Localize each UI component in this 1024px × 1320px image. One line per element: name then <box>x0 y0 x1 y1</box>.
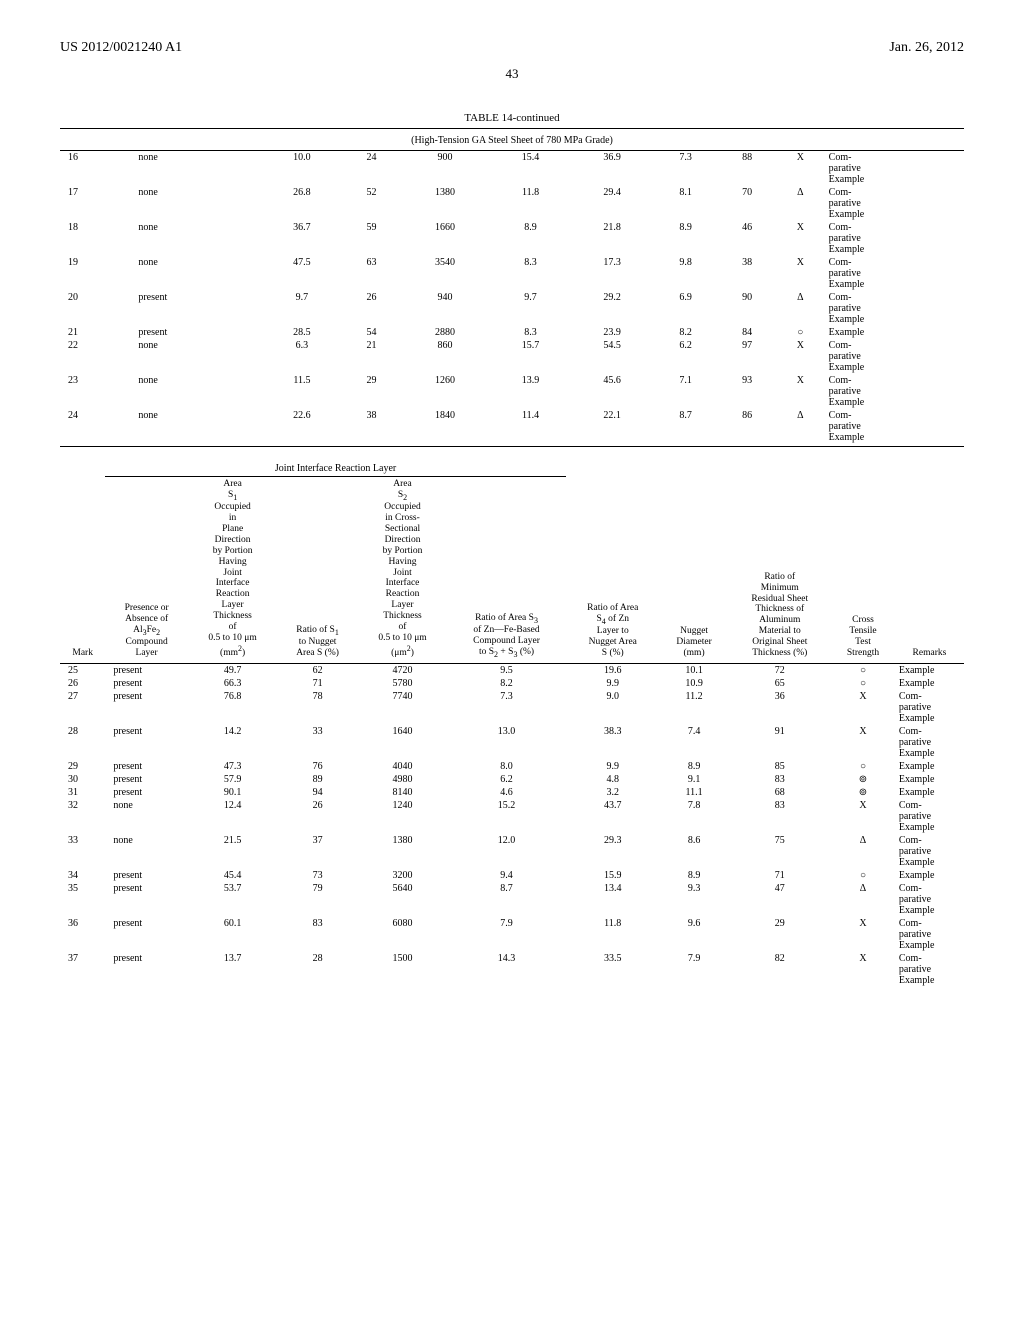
table-row: 25present49.76247209.519.610.172○Example <box>60 664 964 678</box>
table-row: 21present28.55428808.323.98.284○Example <box>60 326 964 339</box>
table14-title: TABLE 14-continued <box>60 112 964 124</box>
table-row: 37present13.728150014.333.57.982XCom-par… <box>60 952 964 987</box>
table-row: 20present9.7269409.729.26.990ΔCom-parati… <box>60 291 964 326</box>
hdr-pres: Presence orAbsence ofAl3Fe2CompoundLayer <box>105 477 188 662</box>
hdr-dia: NuggetDiameter(mm) <box>660 477 729 662</box>
table-row: 28present14.233164013.038.37.491XCom-par… <box>60 725 964 760</box>
hdr-rt: Ratio ofMinimumResidual SheetThickness o… <box>728 477 831 662</box>
table-row: 18none36.75916608.921.88.946XCom-parativ… <box>60 221 964 256</box>
hdr-mark: Mark <box>60 477 105 662</box>
hdr-s2: AreaS2Occupiedin Cross-SectionalDirectio… <box>358 477 447 662</box>
table-row: 24none22.638184011.422.18.786ΔCom-parati… <box>60 409 964 444</box>
group-header: Joint Interface Reaction Layer <box>105 461 565 477</box>
table-row: 16none10.02490015.436.97.388XCom-parativ… <box>60 151 964 187</box>
table-row: 22none6.32186015.754.56.297XCom-parative… <box>60 339 964 374</box>
hdr-s4: Ratio of AreaS4 of ZnLayer toNugget Area… <box>566 477 660 662</box>
table-row: 19none47.56335408.317.39.838XCom-parativ… <box>60 256 964 291</box>
hdr-r1: Ratio of S1to NuggetArea S (%) <box>277 477 357 662</box>
table-row: 27present76.87877407.39.011.236XCom-para… <box>60 690 964 725</box>
table-row: 35present53.77956408.713.49.347ΔCom-para… <box>60 882 964 917</box>
table-row: 33none21.537138012.029.38.675ΔCom-parati… <box>60 834 964 869</box>
table-row: 31present90.19481404.63.211.168⊚Example <box>60 786 964 799</box>
table14-subtitle: (High-Tension GA Steel Sheet of 780 MPa … <box>60 131 964 151</box>
table14-continued: (High-Tension GA Steel Sheet of 780 MPa … <box>60 128 964 447</box>
hdr-str: CrossTensileTestStrength <box>831 477 895 662</box>
page-header: US 2012/0021240 A1 Jan. 26, 2012 <box>60 40 964 56</box>
hdr-rem: Remarks <box>895 477 964 662</box>
table-row: 26present66.37157808.29.910.965○Example <box>60 677 964 690</box>
page-number: 43 <box>60 66 964 82</box>
table-section2: Joint Interface Reaction Layer Mark Pres… <box>60 461 964 987</box>
hdr-r3: Ratio of Area S3of Zn—Fe-BasedCompound L… <box>447 477 566 662</box>
table-row: 23none11.529126013.945.67.193XCom-parati… <box>60 374 964 409</box>
table-row: 32none12.426124015.243.77.883XCom-parati… <box>60 799 964 834</box>
hdr-s1: AreaS1OccupiedinPlaneDirectionby Portion… <box>188 477 277 662</box>
table-row: 34present45.47332009.415.98.971○Example <box>60 869 964 882</box>
table-row: 17none26.852138011.829.48.170ΔCom-parati… <box>60 186 964 221</box>
patent-number: US 2012/0021240 A1 <box>60 40 182 56</box>
table-row: 30present57.98949806.24.89.183⊚Example <box>60 773 964 786</box>
table-row: 29present47.37640408.09.98.985○Example <box>60 760 964 773</box>
patent-date: Jan. 26, 2012 <box>889 40 964 56</box>
table-row: 36present60.18360807.911.89.629XCom-para… <box>60 917 964 952</box>
